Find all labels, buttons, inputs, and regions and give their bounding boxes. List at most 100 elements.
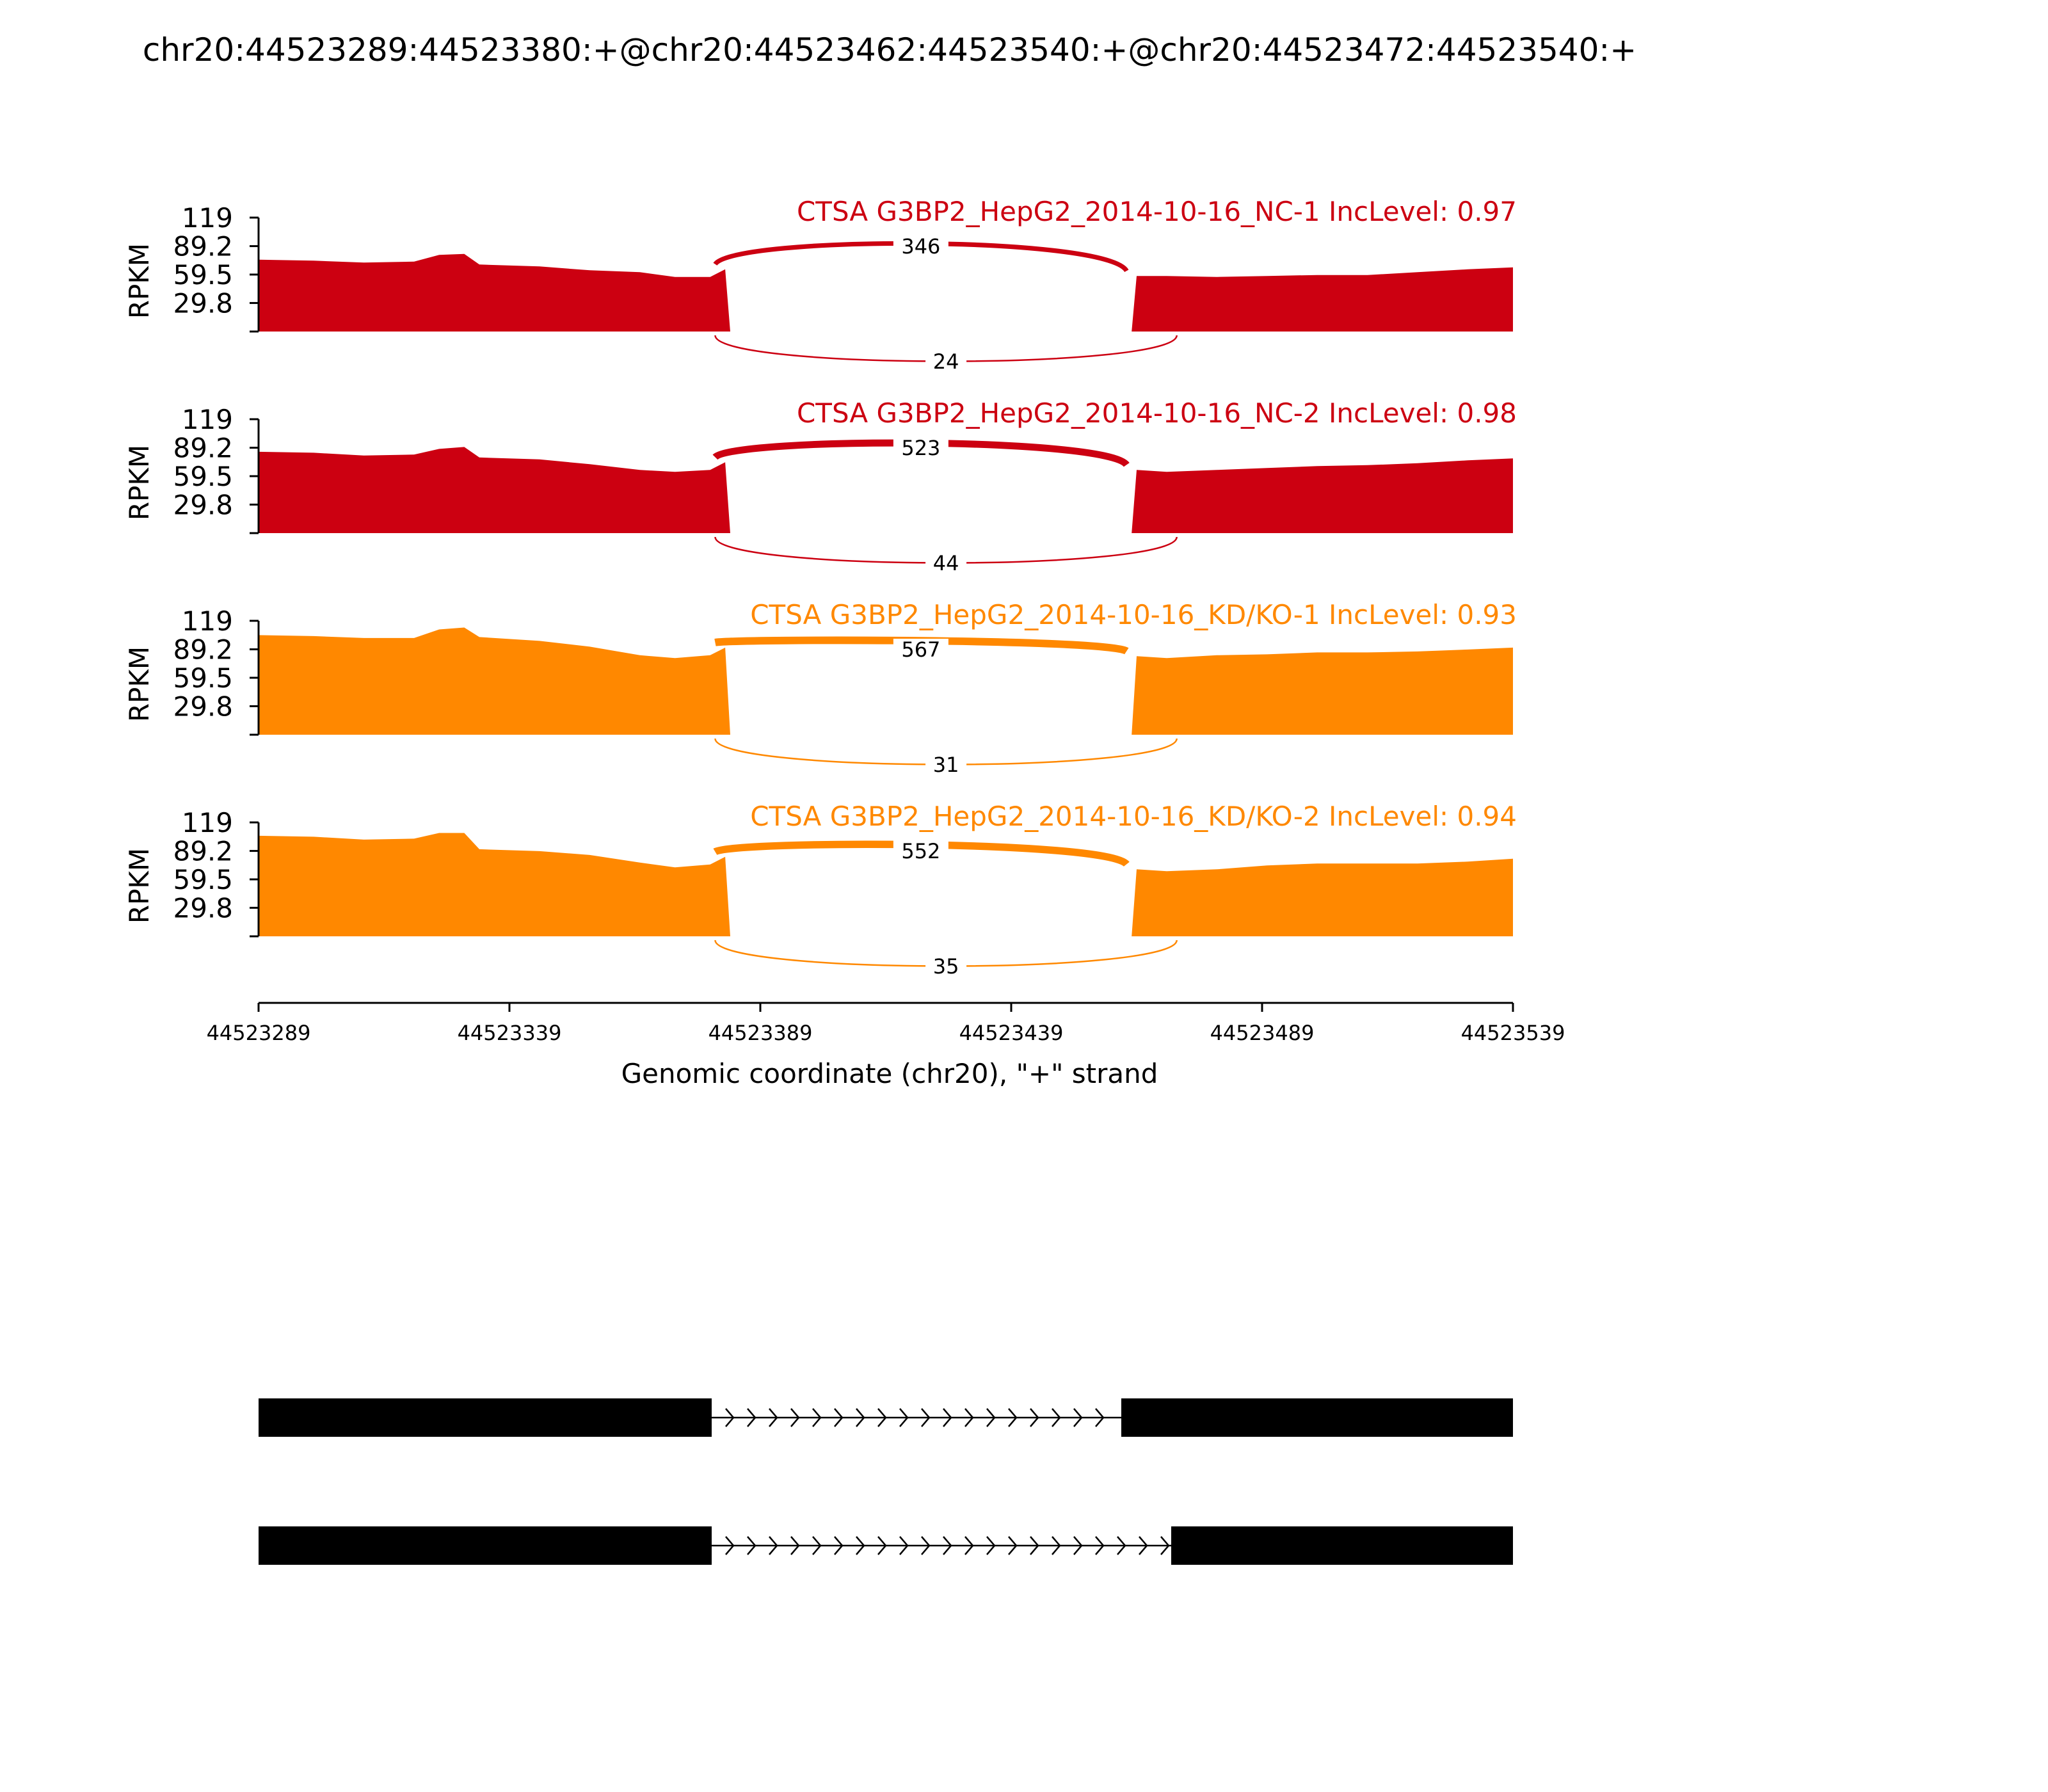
strand-arrow: [986, 1536, 996, 1555]
strand-arrow: [856, 1408, 865, 1427]
strand-arrow: [899, 1536, 909, 1555]
exon-block: [1171, 1526, 1513, 1565]
sample-label: CTSA G3BP2_HepG2_2014-10-16_KD/KO-2 IncL…: [750, 801, 1517, 832]
strand-arrow: [769, 1408, 778, 1427]
junction-label-bg: [925, 956, 967, 977]
strand-arrow: [725, 1408, 735, 1427]
junction-count: 24: [933, 349, 959, 374]
strand-arrow: [747, 1408, 756, 1427]
y-tick-label: 119: [182, 202, 233, 234]
y-tick-label: 89.2: [173, 634, 233, 666]
x-tick-label: 44523489: [1210, 1021, 1315, 1045]
junction-count: 552: [901, 839, 940, 863]
y-tick-label: 89.2: [173, 231, 233, 262]
transcript-model: [259, 1398, 1513, 1437]
x-axis: Genomic coordinate (chr20), "+" strand 4…: [207, 1002, 1565, 1089]
strand-arrow: [856, 1536, 865, 1555]
y-tick-label: 89.2: [173, 836, 233, 867]
strand-arrow: [790, 1536, 800, 1555]
transcript-model: [259, 1526, 1513, 1565]
strand-arrow: [812, 1408, 822, 1427]
x-tick-label: 44523389: [708, 1021, 813, 1045]
y-tick-label: 59.5: [173, 662, 233, 694]
junction-count: 31: [933, 753, 959, 777]
strand-arrow: [943, 1408, 952, 1427]
strand-arrow: [1030, 1408, 1039, 1427]
coverage-area: [259, 447, 1513, 533]
junction-label-bg: [893, 639, 948, 660]
junction-count: 567: [901, 637, 940, 662]
junction-count: 523: [901, 436, 940, 460]
junction-label-bg: [893, 437, 948, 459]
x-tick-label: 44523539: [1461, 1021, 1565, 1045]
strand-arrow: [725, 1536, 735, 1555]
strand-arrow: [1052, 1408, 1061, 1427]
sample-label: CTSA G3BP2_HepG2_2014-10-16_NC-1 IncLeve…: [797, 196, 1517, 227]
plot-title: chr20:44523289:44523380:+@chr20:44523462…: [143, 31, 1636, 68]
y-tick-label: 29.8: [173, 287, 233, 319]
junction-label-bg: [893, 236, 948, 257]
junction-label-bg: [925, 351, 967, 372]
coverage-area: [259, 627, 1513, 735]
strand-arrow: [747, 1536, 756, 1555]
strand-arrow: [834, 1408, 844, 1427]
strand-arrow: [834, 1536, 844, 1555]
y-tick-label: 59.5: [173, 864, 233, 895]
y-tick-label: 29.8: [173, 892, 233, 924]
exon-block: [259, 1398, 712, 1437]
coverage-area: [259, 253, 1513, 332]
strand-arrow: [769, 1536, 778, 1555]
strand-arrow: [790, 1408, 800, 1427]
junction-count: 346: [901, 234, 940, 259]
junction-count: 44: [933, 551, 959, 575]
y-tick-label: 59.5: [173, 259, 233, 291]
strand-arrow: [1095, 1536, 1105, 1555]
strand-arrow: [943, 1536, 952, 1555]
strand-arrow: [1073, 1408, 1083, 1427]
y-axis-label: RPKM: [124, 646, 155, 722]
strand-arrow: [877, 1408, 887, 1427]
strand-arrow: [1030, 1536, 1039, 1555]
y-tick-label: 29.8: [173, 489, 233, 520]
strand-arrow: [964, 1408, 974, 1427]
y-tick-label: 119: [182, 404, 233, 435]
junction-label-bg: [893, 840, 948, 862]
transcript-models: [259, 1398, 1513, 1565]
strand-arrow: [921, 1408, 931, 1427]
coverage-area: [259, 833, 1513, 936]
strand-arrow: [964, 1536, 974, 1555]
sample-label: CTSA G3BP2_HepG2_2014-10-16_NC-2 IncLeve…: [797, 397, 1517, 429]
strand-arrow: [1052, 1536, 1061, 1555]
strand-arrow: [1139, 1536, 1148, 1555]
y-axis-label: RPKM: [124, 445, 155, 520]
strand-arrow: [812, 1536, 822, 1555]
exon-block: [259, 1526, 712, 1565]
y-axis-label: RPKM: [124, 243, 155, 319]
strand-arrow: [921, 1536, 931, 1555]
strand-arrow: [1095, 1408, 1105, 1427]
y-axis-label: RPKM: [124, 848, 155, 924]
x-tick-label: 44523339: [458, 1021, 562, 1045]
x-tick-label: 44523289: [207, 1021, 311, 1045]
exon-block: [1121, 1398, 1513, 1437]
strand-arrow: [1073, 1536, 1083, 1555]
sample-label: CTSA G3BP2_HepG2_2014-10-16_KD/KO-1 IncL…: [750, 599, 1517, 630]
strand-arrow: [1008, 1408, 1018, 1427]
strand-arrow: [877, 1536, 887, 1555]
x-tick-label: 44523439: [959, 1021, 1064, 1045]
strand-arrow: [1008, 1536, 1018, 1555]
x-axis-label: Genomic coordinate (chr20), "+" strand: [621, 1058, 1158, 1089]
strand-arrow: [986, 1408, 996, 1427]
strand-arrow: [899, 1408, 909, 1427]
strand-arrow: [1160, 1536, 1170, 1555]
y-tick-label: 89.2: [173, 433, 233, 464]
y-tick-label: 119: [182, 605, 233, 637]
junction-label-bg: [925, 552, 967, 574]
y-tick-label: 59.5: [173, 461, 233, 492]
